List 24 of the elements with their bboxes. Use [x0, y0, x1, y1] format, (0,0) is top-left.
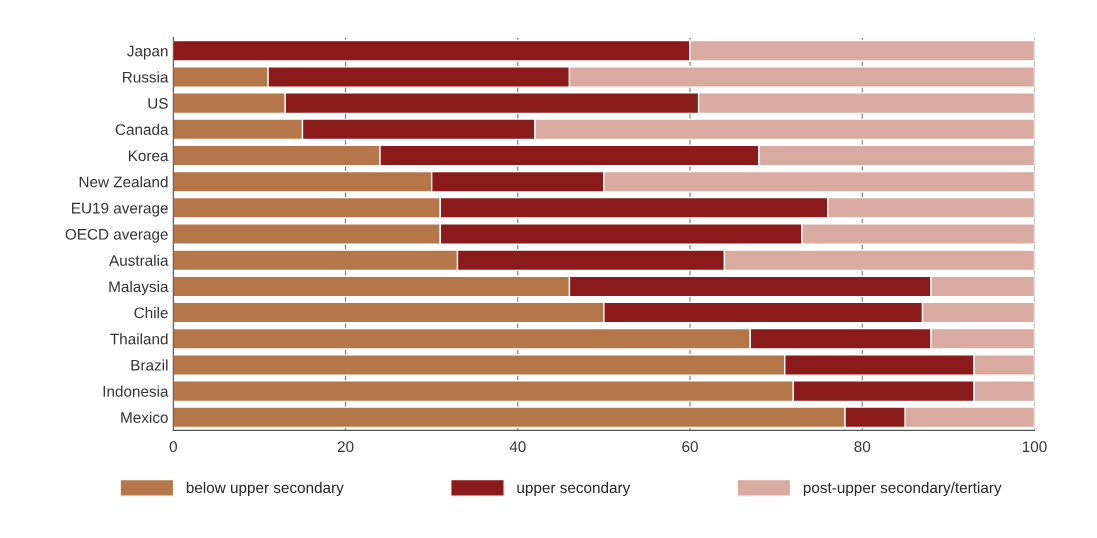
y-tick-label: Thailand — [110, 333, 168, 345]
x-tick-label: 20 — [337, 441, 354, 453]
x-tick-label: 0 — [169, 441, 177, 453]
legend-label: upper secondary — [517, 481, 631, 497]
x-tick-label: 40 — [509, 441, 526, 453]
y-tick-label: Russia — [123, 71, 169, 83]
y-tick-label: OECD average — [65, 228, 168, 243]
y-tick-label: Brazil — [131, 359, 168, 371]
y-tick-label: US — [148, 97, 168, 109]
y-tick-label: Korea — [128, 150, 169, 162]
y-tick-label: Indonesia — [103, 385, 169, 397]
legend-label: post-upper secondary/tertiary — [803, 481, 1002, 497]
x-tick-label: 60 — [682, 441, 698, 453]
y-tick-label: New Zealand — [79, 176, 168, 188]
y-tick-label: Australia — [109, 254, 169, 266]
y-tick-label: EU19 average — [72, 202, 168, 217]
x-tick-label: 80 — [854, 441, 871, 453]
legend-label: below upper secondary — [186, 481, 344, 497]
y-tick-label: Chile — [134, 307, 168, 319]
y-tick-label: Japan — [127, 45, 168, 60]
y-tick-label: Malaysia — [109, 280, 169, 296]
y-tick-label: Mexico — [121, 411, 168, 423]
y-tick-label: Canada — [115, 123, 169, 135]
x-tick-label: 100 — [1022, 441, 1047, 453]
